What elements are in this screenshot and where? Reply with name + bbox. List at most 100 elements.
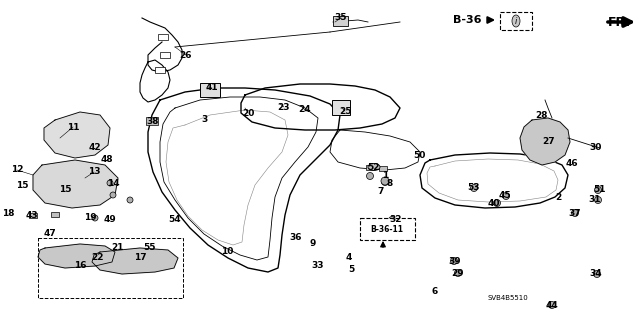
Bar [160,52,170,58]
Bar [360,218,415,240]
Polygon shape [92,248,178,274]
Text: i: i [515,17,517,26]
Text: 25: 25 [339,107,351,115]
Circle shape [493,199,500,206]
Text: 5: 5 [348,264,354,273]
Bar [155,67,165,73]
Text: 12: 12 [11,166,23,174]
Text: B-36: B-36 [452,15,481,25]
Circle shape [110,192,116,198]
Polygon shape [33,160,118,208]
Text: 15: 15 [59,186,71,195]
Circle shape [381,179,388,186]
Text: 7: 7 [378,188,384,197]
Text: 17: 17 [134,253,147,262]
Bar [51,212,59,217]
Text: 48: 48 [100,155,113,165]
Circle shape [470,184,477,191]
Text: 20: 20 [242,108,254,117]
Text: 13: 13 [88,167,100,176]
Text: FR.: FR. [608,16,631,28]
Text: 49: 49 [104,216,116,225]
Text: 54: 54 [169,216,181,225]
Text: 33: 33 [312,261,324,270]
Circle shape [367,173,374,180]
Text: 23: 23 [278,102,291,112]
Circle shape [593,271,600,278]
Circle shape [451,257,458,264]
Bar [333,16,348,26]
Text: 31: 31 [589,196,601,204]
Polygon shape [520,118,570,165]
Bar [29,213,37,218]
Text: 29: 29 [452,269,464,278]
Ellipse shape [368,164,380,170]
Bar [158,34,168,40]
Text: 1: 1 [382,170,388,180]
Circle shape [92,215,98,221]
Text: 38: 38 [147,116,159,125]
Bar [332,100,350,115]
Circle shape [454,270,461,277]
Text: 3: 3 [202,115,208,124]
Text: 27: 27 [543,137,556,145]
Circle shape [107,180,113,186]
Text: 2: 2 [555,194,561,203]
Text: 41: 41 [205,84,218,93]
Text: 32: 32 [390,214,403,224]
Circle shape [388,217,396,224]
Text: 8: 8 [387,179,393,188]
Text: 28: 28 [535,110,547,120]
Circle shape [381,177,389,185]
Text: 43: 43 [26,211,38,219]
Circle shape [595,187,602,194]
Text: 6: 6 [432,287,438,296]
Bar [200,83,220,97]
Circle shape [572,210,579,217]
Circle shape [502,192,509,199]
Text: 14: 14 [107,179,119,188]
Text: 52: 52 [368,162,380,172]
Circle shape [595,197,602,204]
Text: 42: 42 [89,143,101,152]
Bar [379,166,387,171]
Bar [366,165,374,170]
Text: 11: 11 [67,122,79,131]
Text: 34: 34 [589,270,602,278]
Text: 40: 40 [488,198,500,207]
Bar [146,117,158,125]
Text: 39: 39 [449,256,461,265]
Text: 4: 4 [346,253,352,262]
Text: 37: 37 [569,209,581,218]
Text: B-36-11: B-36-11 [371,225,403,234]
Text: 15: 15 [16,181,28,189]
Text: 30: 30 [590,144,602,152]
Bar [500,12,532,30]
Text: 35: 35 [335,13,348,23]
Text: 9: 9 [310,240,316,249]
Text: 21: 21 [111,242,124,251]
Text: 24: 24 [299,106,311,115]
Polygon shape [38,244,115,268]
Text: 19: 19 [84,213,96,222]
Circle shape [127,197,133,203]
Text: 55: 55 [143,243,156,253]
Text: 51: 51 [594,186,606,195]
Text: 45: 45 [499,191,511,201]
Text: 16: 16 [74,262,86,271]
Text: 50: 50 [413,151,425,160]
Text: 46: 46 [566,159,579,167]
Text: 44: 44 [546,300,558,309]
Text: 36: 36 [290,233,302,241]
Polygon shape [44,112,110,158]
Text: 26: 26 [180,50,192,60]
Ellipse shape [512,15,520,27]
Text: 10: 10 [221,248,233,256]
Bar [38,238,183,298]
Text: 18: 18 [2,210,14,219]
Circle shape [548,301,556,308]
Text: 47: 47 [44,229,56,239]
Text: 22: 22 [91,254,103,263]
Text: 53: 53 [467,183,479,192]
Text: SVB4B5510: SVB4B5510 [488,295,529,301]
